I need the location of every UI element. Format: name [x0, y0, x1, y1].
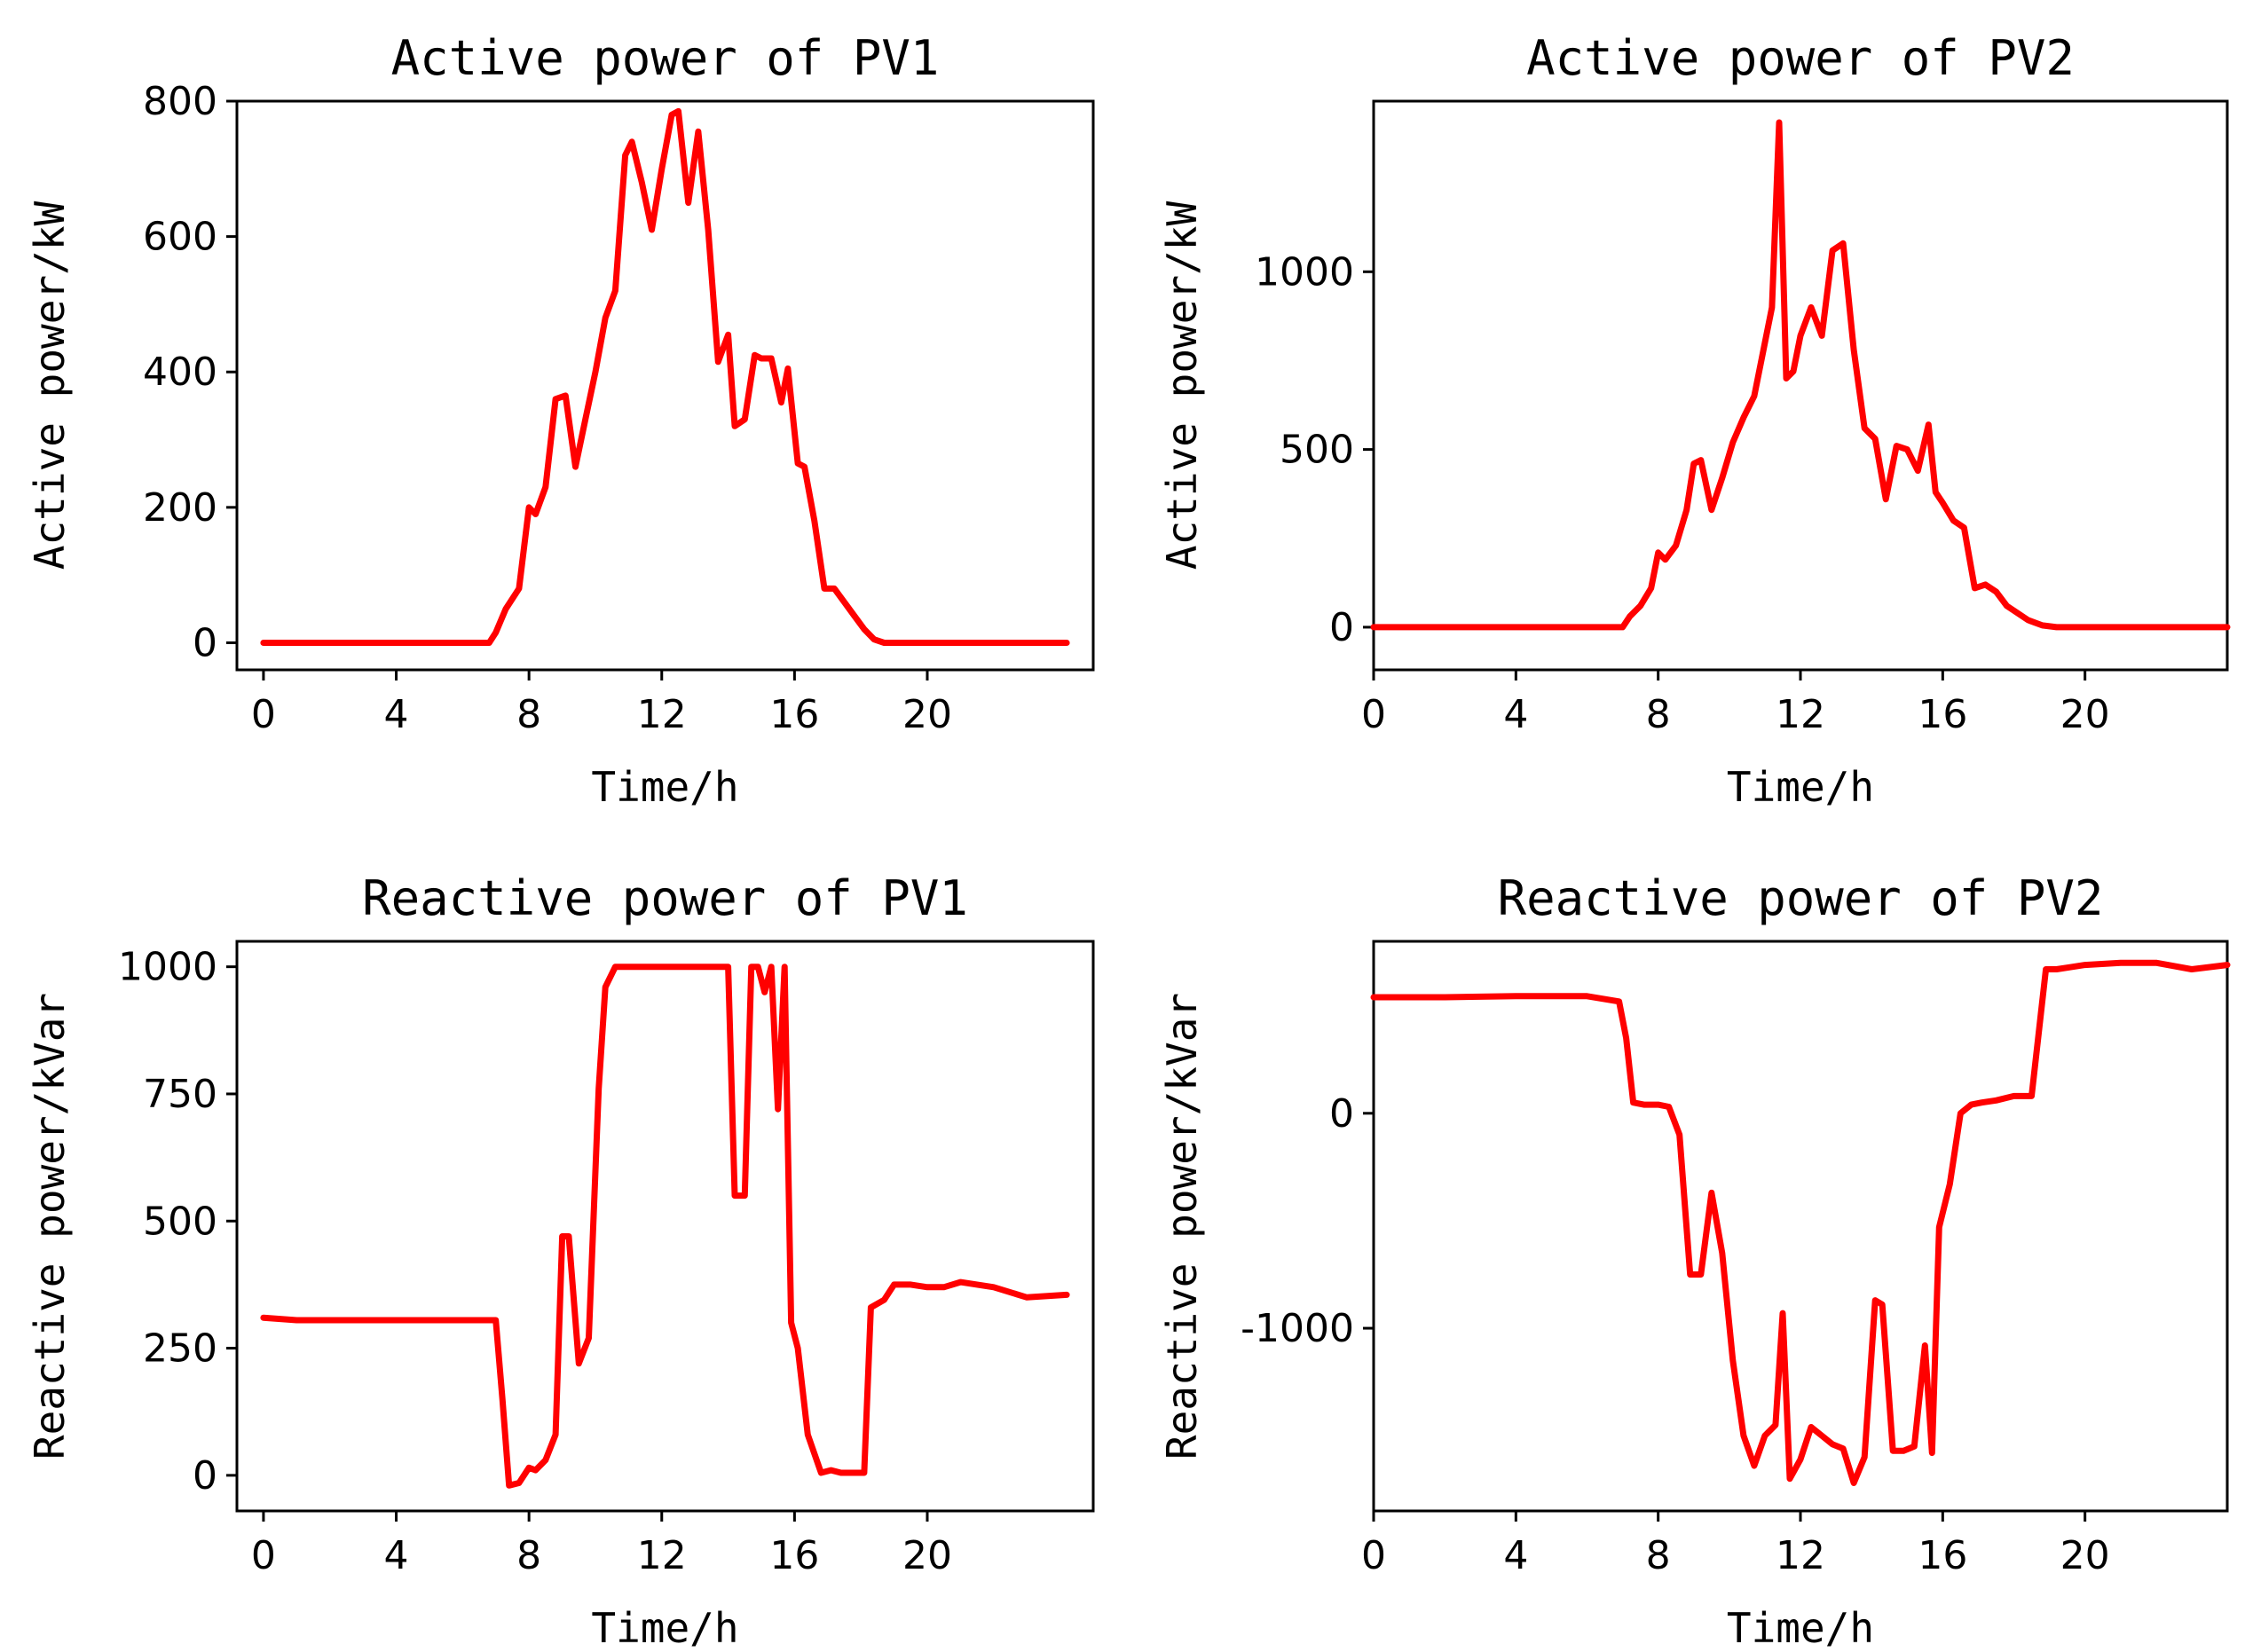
pv2-reactive-xtick-label: 0 [1361, 1533, 1386, 1578]
pv1-reactive-ytick-label: 1000 [118, 945, 217, 990]
subplot-pv1-active-power: Active power of PV1 Time/h Active power/kW… [26, 30, 1095, 811]
pv1-active-xtick-label: 4 [384, 692, 409, 737]
pv2-reactive-series-line [1370, 959, 2231, 1486]
pv2-reactive-xtick-label: 8 [1646, 1533, 1671, 1578]
pv1-active-ylabel: Active power/kW [26, 201, 74, 570]
pv1-active-ytick-label: 800 [143, 79, 217, 124]
pv2-active-xtick-label: 20 [2060, 692, 2110, 737]
pv2-active-series-line [1370, 119, 2231, 631]
pv2-active-xtick-label: 12 [1776, 692, 1825, 737]
pv1-active-ytick-label: 600 [143, 215, 217, 260]
pv2-reactive-ylabel: Reactive power/kVar [1158, 993, 1206, 1459]
pv2-active-title: Active power of PV2 [1526, 30, 2075, 86]
pv2-active-xtick-label: 0 [1361, 692, 1386, 737]
pv1-active-xtick-label: 0 [251, 692, 276, 737]
pv1-active-title: Active power of PV1 [391, 30, 940, 86]
subplot-pv1-reactive-power: Reactive power of PV1 Time/h Reactive powe… [26, 870, 1095, 1652]
pv2-active-ytick-label: 1000 [1255, 249, 1354, 295]
pv2-reactive-xtick-label: 20 [2060, 1533, 2110, 1578]
pv1-active-xlabel: Time/h [591, 763, 738, 811]
pv1-active-xtick-label: 20 [902, 692, 952, 737]
pv1-active-xtick-label: 12 [637, 692, 687, 737]
pv2-reactive-xtick-label: 4 [1503, 1533, 1528, 1578]
pv1-reactive-xtick-label: 4 [384, 1533, 409, 1578]
pv1-reactive-xtick-label: 0 [251, 1533, 276, 1578]
pv2-reactive-axes-frame [1372, 940, 2229, 1513]
pv1-active-xtick-label: 8 [516, 692, 541, 737]
pv2-active-xtick-label: 16 [1918, 692, 1967, 737]
pv2-reactive-title: Reactive power of PV2 [1498, 870, 2104, 926]
pv1-reactive-xtick-label: 8 [516, 1533, 541, 1578]
subplot-pv2-active-power: Active power of PV2 Time/h Active power/kW… [1158, 30, 2231, 811]
pv2-active-xlabel: Time/h [1727, 763, 1874, 811]
pv1-active-xtick-label: 16 [769, 692, 819, 737]
pv2-active-xtick-label: 8 [1646, 692, 1671, 737]
pv1-active-ytick-label: 0 [193, 620, 217, 665]
pv1-reactive-series-line [260, 964, 1070, 1489]
pv2-active-ytick-label: 0 [1329, 605, 1354, 650]
pv2-active-axes-frame [1372, 99, 2229, 672]
pv2-reactive-xtick-label: 12 [1776, 1533, 1825, 1578]
pv1-reactive-xtick-label: 12 [637, 1533, 687, 1578]
pv1-reactive-ytick-label: 0 [193, 1453, 217, 1499]
pv1-reactive-ytick-label: 500 [143, 1199, 217, 1244]
pv1-reactive-ytick-label: 250 [143, 1326, 217, 1372]
pv2-reactive-xlabel: Time/h [1727, 1604, 1874, 1652]
pv2-active-xtick-label: 4 [1503, 692, 1528, 737]
pv1-reactive-xtick-label: 16 [769, 1533, 819, 1578]
pv2-reactive-xtick-label: 16 [1918, 1533, 1967, 1578]
pv1-active-ytick-label: 400 [143, 350, 217, 395]
pv1-reactive-xlabel: Time/h [591, 1604, 738, 1652]
pv1-active-ytick-label: 200 [143, 485, 217, 531]
pv2-active-ytick-label: 500 [1280, 428, 1354, 473]
pv2-reactive-ytick-label: 0 [1329, 1091, 1354, 1137]
subplot-pv2-reactive-power: Reactive power of PV2 Time/h Reactive powe… [1158, 870, 2231, 1652]
pv1-active-axes-frame [235, 99, 1095, 672]
pv1-active-series-line [260, 107, 1070, 646]
pv2-reactive-ytick-label: -1000 [1241, 1306, 1354, 1351]
pv1-reactive-axes-frame [235, 940, 1095, 1513]
pv1-reactive-title: Reactive power of PV1 [362, 870, 968, 926]
pv1-reactive-xtick-label: 20 [902, 1533, 952, 1578]
pv1-reactive-ylabel: Reactive power/kVar [26, 993, 74, 1459]
pv1-reactive-ytick-label: 750 [143, 1072, 217, 1117]
pv2-active-ylabel: Active power/kW [1158, 201, 1206, 570]
